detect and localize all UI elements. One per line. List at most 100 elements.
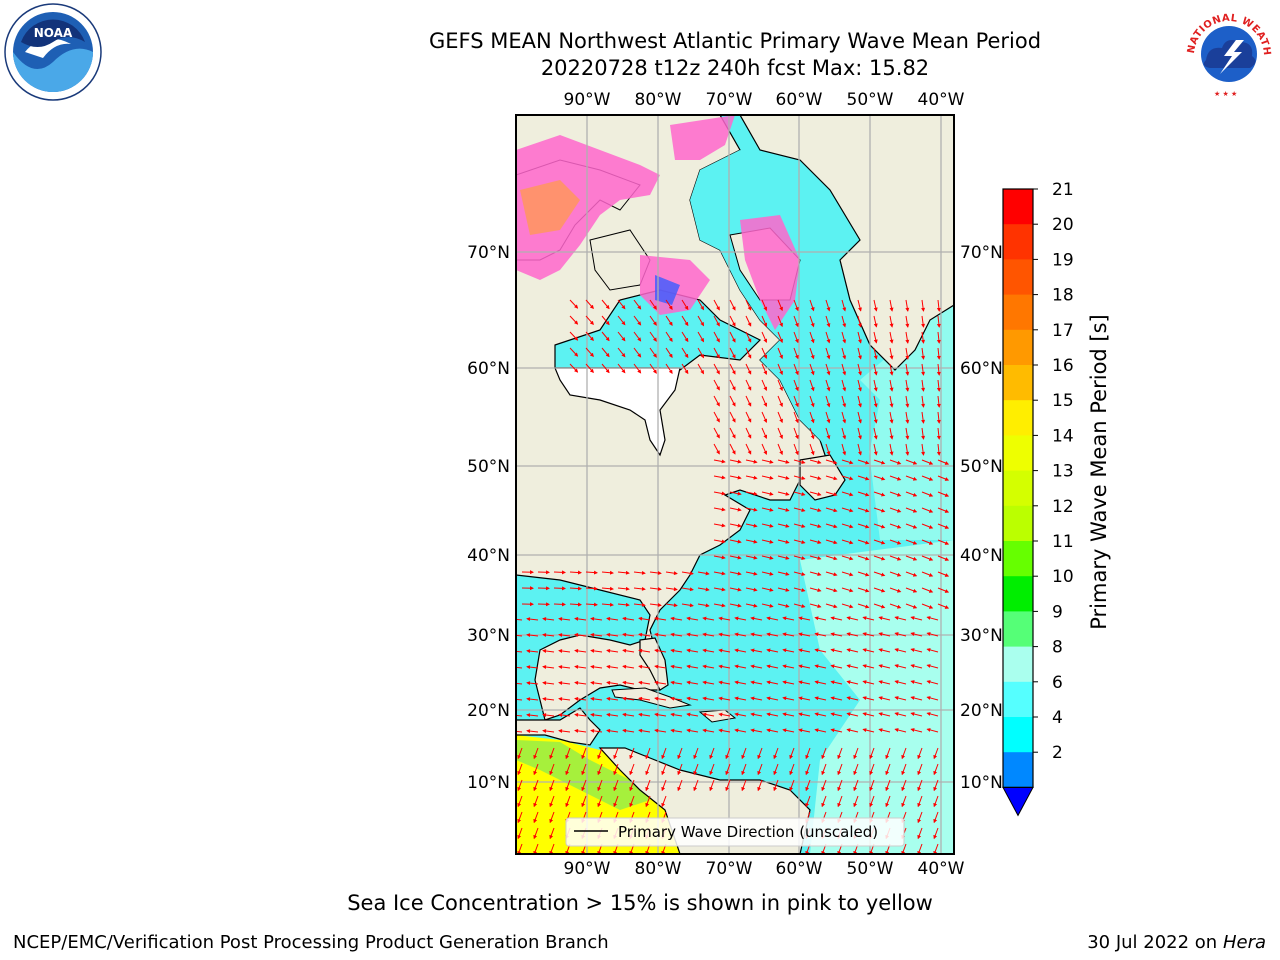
wave-arrow: [777, 571, 790, 576]
wave-arrow: [633, 586, 646, 591]
wave-arrow: [729, 379, 736, 391]
wave-arrow: [713, 507, 726, 512]
wave-arrow: [821, 779, 827, 792]
wave-arrow: [905, 459, 918, 465]
lat-label: 10°N: [467, 773, 510, 793]
colorbar-tick-label: 8: [1052, 638, 1063, 658]
wave-arrow: [617, 586, 630, 591]
wave-arrow: [686, 616, 699, 621]
wave-arrow: [782, 664, 795, 669]
wave-arrow: [713, 491, 726, 496]
lon-label: 80°W: [635, 859, 682, 879]
colorbar-tick-label: 20: [1052, 215, 1074, 235]
wave-arrow: [697, 315, 705, 327]
wave-arrow: [894, 632, 907, 637]
colorbar-segment: [1003, 470, 1033, 507]
wave-arrow: [585, 570, 598, 575]
wave-arrow: [841, 523, 854, 529]
wave-arrow: [713, 427, 720, 439]
wave-arrow: [889, 347, 894, 360]
wave-arrow: [798, 728, 811, 733]
wave-arrow: [713, 315, 720, 327]
wave-arrow: [686, 680, 699, 685]
wave-arrow: [910, 648, 923, 653]
wave-arrow: [878, 632, 891, 637]
wave-arrow: [629, 747, 635, 760]
map-title: GEFS MEAN Northwest Atlantic Primary Wav…: [428, 29, 1042, 53]
wave-arrow: [869, 795, 875, 808]
wave-arrow: [798, 632, 811, 637]
wave-arrow: [734, 680, 747, 685]
wave-arrow: [921, 507, 934, 513]
wave-arrow: [761, 539, 774, 544]
wave-arrow: [638, 712, 651, 717]
wave-arrow: [697, 331, 705, 343]
wave-arrow: [873, 395, 878, 408]
wave-arrow: [793, 443, 799, 456]
wave-arrow: [574, 728, 587, 733]
wave-arrow: [622, 664, 635, 669]
wave-arrow: [901, 747, 907, 760]
map-frame: [515, 114, 955, 855]
wave-arrow: [681, 587, 694, 592]
wave-arrow: [654, 728, 667, 733]
lon-labels-bottom: 90°W 80°W 70°W 60°W 50°W 40°W: [564, 859, 965, 879]
wave-arrow: [617, 570, 630, 575]
wave-arrow: [718, 616, 731, 621]
wave-arrow: [517, 795, 523, 808]
wave-arrow: [734, 632, 747, 637]
wave-arrow: [814, 680, 827, 685]
wave-arrow: [773, 779, 779, 792]
wave-arrow: [526, 633, 539, 638]
wave-arrow: [569, 363, 579, 373]
wave-arrow: [905, 603, 918, 609]
colorbar-segment: [1003, 541, 1033, 577]
wave-arrow: [873, 507, 886, 513]
wave-arrow: [830, 728, 843, 733]
wave-arrow: [857, 411, 862, 424]
wave-arrow: [910, 696, 923, 701]
wave-arrow: [917, 811, 923, 824]
wave-arrow: [686, 728, 699, 733]
wave-arrow: [629, 795, 635, 808]
wave-arrow: [729, 491, 742, 496]
wave-arrow: [601, 570, 614, 575]
wave-arrow: [841, 299, 847, 312]
wave-arrow: [777, 379, 783, 392]
wave-arrow: [889, 411, 894, 424]
wave-arrow: [926, 712, 939, 717]
wave-arrow: [809, 443, 815, 456]
wave-arrow: [569, 299, 579, 309]
wave-arrow: [862, 616, 875, 621]
wave-arrow: [713, 459, 726, 464]
wave-arrow: [526, 697, 539, 702]
wave-arrow: [729, 443, 736, 455]
wave-arrow: [809, 363, 815, 376]
wave-arrow: [873, 443, 878, 456]
wave-arrow: [558, 680, 571, 685]
sea-ice-patch: [516, 135, 660, 280]
map-subtitle: 20220728 t12z 240h fcst Max: 15.82: [540, 56, 930, 80]
wave-arrow: [761, 459, 774, 464]
wave-arrow: [793, 475, 806, 480]
wave-arrow: [926, 616, 939, 621]
colorbar-segment: [1003, 294, 1033, 331]
wave-arrow: [889, 539, 902, 545]
colorbar-tick-label: 17: [1052, 321, 1074, 341]
wave-arrow: [862, 664, 875, 669]
wave-arrow: [862, 648, 875, 653]
wave-arrow: [809, 347, 815, 360]
wave-arrow: [825, 347, 831, 360]
wave-arrow: [681, 331, 689, 343]
wave-arrow: [633, 602, 646, 607]
wave-arrow: [745, 475, 758, 480]
wave-arrow: [761, 347, 768, 360]
wave-arrow: [729, 459, 742, 464]
wave-arrow: [830, 632, 843, 637]
map-area: [516, 115, 954, 854]
wave-arrow: [825, 603, 838, 609]
wave-arrow: [926, 632, 939, 637]
wave-arrow: [558, 712, 571, 717]
wave-arrow: [622, 696, 635, 701]
wave-arrow: [750, 616, 763, 621]
